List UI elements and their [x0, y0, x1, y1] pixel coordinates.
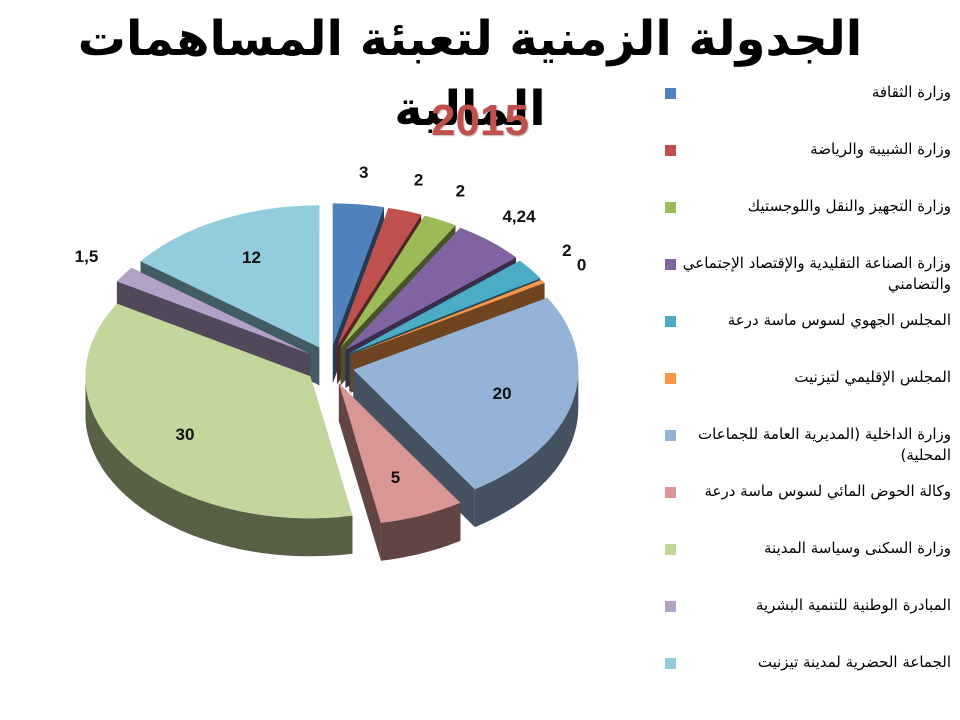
- pie-slice-top: [85, 303, 353, 519]
- pie-slice: [85, 303, 353, 557]
- pie-data-label: 30: [176, 425, 195, 444]
- pie-slice-top: [353, 297, 579, 490]
- legend-item: وزارة الثقافة: [655, 82, 955, 139]
- pie-slice-top: [338, 383, 461, 523]
- pie-slice-top: [349, 260, 541, 354]
- legend-label: المجلس الجهوي لسوس ماسة درعة: [727, 311, 951, 329]
- legend-item: وزارة السكنى وسياسة المدينة: [655, 538, 955, 595]
- pie-slice-top: [350, 279, 545, 355]
- legend-swatch: [665, 601, 676, 612]
- legend-swatch: [665, 544, 676, 555]
- legend-item: وزارة الصناعة التقليدية والإقتصاد الإجتم…: [655, 253, 955, 310]
- pie-slice: [338, 383, 461, 561]
- legend-item: وزارة التجهيز والنقل واللوجستيك: [655, 196, 955, 253]
- legend-swatch: [665, 487, 676, 498]
- legend-label: وزارة الداخلية (المديرية العامة للجماعات…: [698, 425, 951, 464]
- pie-data-label: 2: [414, 171, 423, 190]
- legend-item: المجلس الإقليمي لتيزنيت: [655, 367, 955, 424]
- legend-label: وزارة السكنى وسياسة المدينة: [763, 539, 951, 557]
- legend-swatch: [665, 88, 676, 99]
- legend-item: الجماعة الحضرية لمدينة تيزنيت: [655, 652, 955, 709]
- legend-swatch: [665, 658, 676, 669]
- legend-item: المبادرة الوطنية للتنمية البشرية: [655, 595, 955, 652]
- legend-swatch: [665, 202, 676, 213]
- pie-slice-top: [116, 267, 311, 354]
- legend-item: وكالة الحوض المائي لسوس ماسة درعة: [655, 481, 955, 538]
- legend-label: وزارة الثقافة: [871, 83, 951, 101]
- legend-label: الجماعة الحضرية لمدينة تيزنيت: [757, 653, 951, 671]
- pie-slice-wall: [338, 383, 381, 561]
- pie-slices: [85, 203, 579, 561]
- legend-swatch: [665, 430, 676, 441]
- legend-label: وزارة الشبيبة والرياضة: [810, 140, 951, 158]
- legend: وزارة الثقافة وزارة الشبيبة والرياضة وزارة…: [655, 82, 955, 709]
- legend-item: وزارة الداخلية (المديرية العامة للجماعات…: [655, 424, 955, 481]
- pie-slice-rim: [380, 502, 461, 561]
- pie-data-label: 12: [242, 248, 261, 267]
- legend-swatch: [665, 373, 676, 384]
- pie-data-label: 4,24: [502, 207, 536, 226]
- pie-slice-top: [340, 215, 456, 348]
- pie-data-label: 2: [456, 182, 465, 201]
- legend-label: وزارة التجهيز والنقل واللوجستيك: [747, 197, 951, 215]
- pie-data-label: 2: [562, 241, 571, 260]
- legend-label: وكالة الحوض المائي لسوس ماسة درعة: [704, 482, 951, 500]
- pie-data-label: 0: [577, 255, 586, 274]
- pie-slice-top: [140, 205, 320, 348]
- pie-data-label: 1,5: [75, 247, 99, 266]
- legend-item: وزارة الشبيبة والرياضة: [655, 139, 955, 196]
- legend-swatch: [665, 316, 676, 327]
- pie-slice-rim: [85, 381, 353, 557]
- legend-label: المبادرة الوطنية للتنمية البشرية: [755, 596, 951, 614]
- pie-data-label: 20: [493, 384, 512, 403]
- legend-swatch: [665, 259, 676, 270]
- pie-slice-top: [345, 227, 516, 350]
- legend-label: وزارة الصناعة التقليدية والإقتصاد الإجتم…: [682, 254, 951, 293]
- pie-slice-rim: [474, 370, 579, 528]
- legend-swatch: [665, 145, 676, 156]
- pie-data-label: 3: [359, 163, 368, 182]
- pie-data-label: 5: [391, 468, 400, 487]
- pie-slice-top: [332, 203, 384, 346]
- pie-slice-top: [337, 208, 422, 347]
- chart-title: الجدولة الزمنية لتعبئة المساهمات المالية: [77, 11, 863, 137]
- chart-year: 2015: [431, 96, 529, 145]
- legend-item: المجلس الجهوي لسوس ماسة درعة: [655, 310, 955, 367]
- legend-label: المجلس الإقليمي لتيزنيت: [794, 368, 951, 386]
